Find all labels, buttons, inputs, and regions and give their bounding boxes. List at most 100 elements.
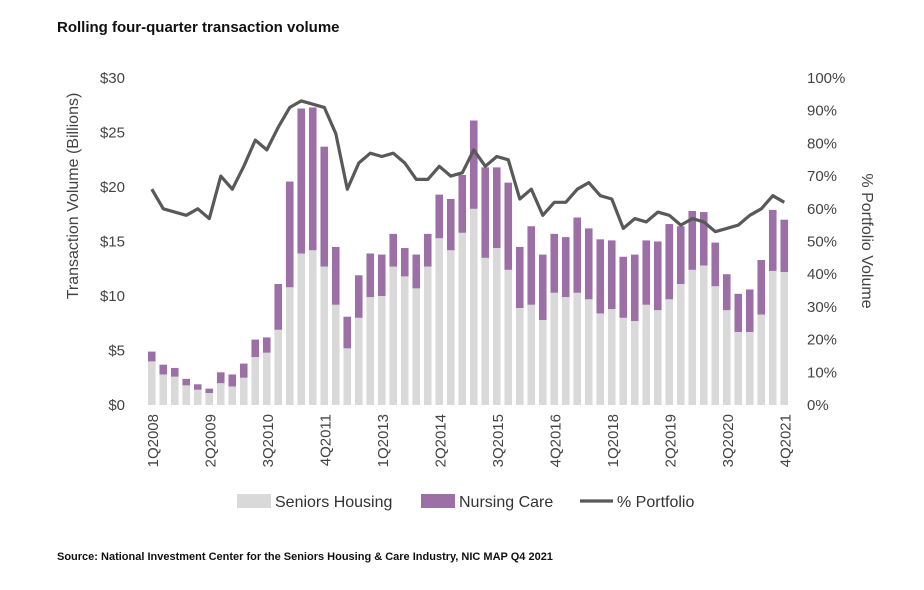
bar-nursing-care: [389, 233, 398, 267]
bar-nursing-care: [343, 316, 352, 349]
bar-seniors-housing: [630, 321, 639, 405]
bar-seniors-housing: [584, 299, 593, 405]
bar-seniors-housing: [469, 208, 478, 405]
bar-nursing-care: [366, 253, 375, 298]
bar-nursing-care: [251, 339, 260, 358]
bar-nursing-care: [561, 237, 570, 298]
y2-tick-label: 40%: [807, 266, 837, 283]
bar-nursing-care: [722, 274, 731, 311]
bar-nursing-care: [699, 212, 708, 266]
bar-nursing-care: [147, 351, 156, 362]
bar-nursing-care: [538, 254, 547, 320]
bar-nursing-care: [228, 374, 237, 387]
bar-nursing-care: [297, 108, 306, 254]
axis-ticks: $0 $5 $10 $15 $20 $25 $30 0% 10% 20% 30% 40% 50% 60% 7…: [100, 70, 845, 467]
bar-seniors-housing: [665, 299, 674, 405]
bar-seniors-housing: [170, 376, 179, 405]
x-tick-label: 3Q2015: [490, 414, 507, 467]
bar-seniors-housing: [722, 310, 731, 405]
x-tick-label: 2Q2019: [662, 414, 679, 467]
x-tick-label: 2Q2009: [202, 414, 219, 467]
x-tick-label: 1Q2018: [605, 414, 622, 467]
bar-seniors-housing: [711, 286, 720, 405]
bar-seniors-housing: [412, 288, 421, 405]
bar-nursing-care: [665, 224, 674, 300]
bar-seniors-housing: [182, 385, 191, 405]
bar-seniors-housing: [734, 331, 743, 405]
bar-seniors-housing: [377, 296, 386, 405]
y2-tick-label: 30%: [807, 299, 837, 316]
bar-seniors-housing: [573, 292, 582, 405]
bar-seniors-housing: [780, 272, 789, 405]
bar-nursing-care: [596, 239, 605, 314]
y2-tick-label: 90%: [807, 103, 837, 120]
y2-axis-label: % Portfolio Volume: [858, 173, 875, 308]
bar-seniors-housing: [642, 304, 651, 405]
chart-title: Rolling four-quarter transaction volume: [57, 19, 340, 36]
legend-swatch-nursing-care: [421, 494, 455, 508]
x-tick-label: 2Q2014: [432, 414, 449, 467]
bar-nursing-care: [527, 226, 536, 305]
x-tick-label: 1Q2013: [375, 414, 392, 467]
x-tick-label: 3Q2020: [720, 414, 737, 467]
y-tick-label: $10: [100, 288, 125, 305]
bar-nursing-care: [469, 120, 478, 209]
bar-seniors-housing: [481, 257, 490, 405]
bar-nursing-care: [504, 182, 513, 270]
bar-seniors-housing: [515, 307, 524, 405]
bar-nursing-care: [435, 194, 444, 239]
bar-seniors-housing: [251, 357, 260, 405]
portfolio-line: [150, 99, 786, 234]
bar-nursing-care: [274, 284, 283, 330]
bar-nursing-care: [481, 167, 490, 258]
bar-nursing-care: [446, 198, 455, 251]
bar-seniors-housing: [228, 386, 237, 405]
x-tick-label: 3Q2010: [260, 414, 277, 467]
y-tick-label: $25: [100, 125, 125, 142]
bar-nursing-care: [159, 364, 168, 375]
bar-seniors-housing: [193, 389, 202, 405]
bar-nursing-care: [285, 181, 294, 288]
bar-seniors-housing: [285, 287, 294, 405]
bar-seniors-housing: [354, 317, 363, 405]
bar-seniors-housing: [147, 361, 156, 405]
bar-seniors-housing: [205, 393, 214, 405]
bar-seniors-housing: [435, 238, 444, 405]
bar-nursing-care: [354, 275, 363, 318]
bar-nursing-care: [584, 228, 593, 300]
bar-seniors-housing: [366, 297, 375, 405]
y2-tick-label: 60%: [807, 201, 837, 218]
bar-seniors-housing: [768, 270, 777, 405]
bar-nursing-care: [412, 254, 421, 289]
bar-seniors-housing: [527, 304, 536, 405]
bar-seniors-housing: [561, 297, 570, 405]
bar-nursing-care: [653, 241, 662, 311]
x-tick-label: 4Q2011: [317, 414, 334, 466]
bar-nursing-care: [573, 217, 582, 293]
bar-seniors-housing: [400, 276, 409, 405]
y2-tick-label: 0%: [807, 397, 829, 414]
bar-seniors-housing: [653, 310, 662, 405]
bar-seniors-housing: [239, 377, 248, 405]
bar-seniors-housing: [607, 309, 616, 405]
bar-nursing-care: [458, 175, 467, 233]
bar-seniors-housing: [699, 265, 708, 405]
bar-seniors-housing: [676, 284, 685, 405]
bar-seniors-housing: [619, 317, 628, 405]
bar-nursing-care: [182, 378, 191, 386]
bar-nursing-care: [768, 209, 777, 271]
bar-seniors-housing: [343, 348, 352, 405]
y2-tick-label: 80%: [807, 135, 837, 152]
bar-nursing-care: [607, 240, 616, 310]
bar-nursing-care: [642, 240, 651, 305]
x-tick-label: 4Q2016: [547, 414, 564, 467]
y2-tick-label: 20%: [807, 332, 837, 349]
bar-nursing-care: [423, 233, 432, 267]
bar-nursing-care: [492, 167, 501, 249]
bar-seniors-housing: [331, 304, 340, 405]
bar-nursing-care: [377, 254, 386, 296]
bar-nursing-care: [745, 289, 754, 332]
bar-seniors-housing: [745, 331, 754, 405]
bar-seniors-housing: [308, 250, 317, 405]
legend: Seniors Housing Nursing Care % Portfolio: [237, 494, 694, 511]
